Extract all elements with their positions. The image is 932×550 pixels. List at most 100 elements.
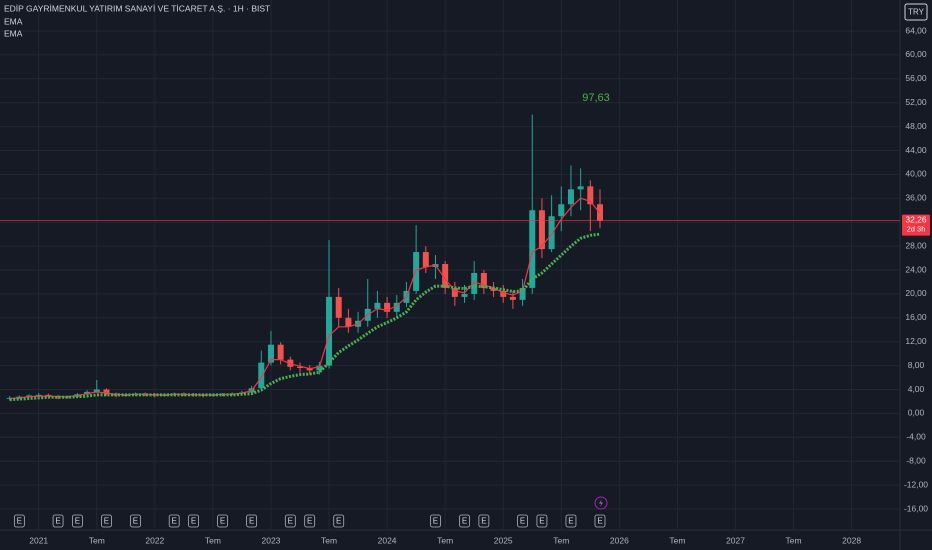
grid (0, 0, 900, 530)
event-marker (13, 514, 25, 528)
last-price-label: 32,26 (905, 214, 927, 224)
event-label: E (191, 517, 196, 526)
candle-body (267, 344, 274, 363)
event-label: E (288, 517, 293, 526)
candle-body (587, 186, 594, 205)
last-price-box (902, 214, 930, 236)
y-tick-label: 44,00 (905, 145, 927, 155)
currency-box[interactable] (904, 3, 928, 21)
candle-body (529, 210, 536, 288)
candle-body (422, 252, 429, 268)
candle-body (84, 391, 91, 395)
x-tick-label: 2026 (610, 535, 629, 545)
event-marker (246, 514, 258, 528)
annotation: 97,63 (582, 92, 610, 104)
event-marker (168, 514, 180, 528)
event-label: E (336, 517, 341, 526)
event-label: E (17, 517, 22, 526)
candle-body (316, 365, 323, 371)
event-label: E (249, 517, 254, 526)
x-tick-label: Tem (437, 535, 453, 545)
event-marker (130, 514, 141, 528)
event-label: E (55, 517, 60, 526)
candle-body (509, 296, 516, 300)
y-tick-label: 56,00 (905, 73, 927, 83)
candle-body (326, 296, 333, 366)
legend-entry: EMA (4, 28, 23, 38)
x-tick-label: Tem (669, 535, 685, 545)
countdown: 2d 3h (907, 225, 926, 234)
x-tick-label: 2027 (726, 535, 745, 545)
candle-body (258, 362, 265, 389)
event-label: E (568, 517, 573, 526)
candle-body (35, 394, 42, 396)
ema-line (9, 197, 601, 400)
candle-body (345, 317, 352, 327)
candle-body (538, 210, 545, 250)
event-label: E (597, 517, 602, 526)
event-marker (536, 514, 548, 528)
candle-body (103, 389, 110, 394)
event-label: E (462, 517, 467, 526)
candle-body (393, 302, 400, 312)
x-tick-label: Tem (89, 535, 105, 545)
event-marker (459, 514, 470, 528)
legend-entry: EMA (4, 16, 23, 26)
x-tick-label: 2028 (842, 535, 861, 545)
y-tick-label: -8,00 (906, 455, 926, 465)
event-marker (517, 514, 528, 528)
candle-body (519, 287, 526, 300)
candle-body (577, 186, 584, 190)
event-marker (430, 514, 441, 528)
candle-body (567, 189, 574, 205)
x-tick-label: Tem (553, 535, 569, 545)
y-tick-label: 4,00 (908, 384, 925, 394)
y-tick-label: 40,00 (905, 169, 927, 179)
event-label: E (481, 517, 486, 526)
x-tick-label: 2025 (494, 535, 513, 545)
ema-line (9, 232, 601, 402)
event-label: E (75, 517, 80, 526)
y-tick-label: -16,00 (904, 503, 928, 513)
event-label: E (433, 517, 438, 526)
candle-body (277, 344, 284, 360)
y-tick-label: 0,00 (908, 408, 925, 418)
currency[interactable]: TRY (908, 8, 925, 17)
event-marker (72, 514, 83, 528)
event-icon[interactable] (594, 496, 608, 510)
plot (0, 114, 900, 402)
y-tick-label: 20,00 (905, 288, 927, 298)
candle-body (45, 394, 52, 397)
event-marker (217, 514, 228, 528)
candle-body (451, 287, 458, 297)
candle-body (480, 272, 487, 288)
x-tick-label: 2022 (145, 535, 164, 545)
candle-body (442, 264, 449, 288)
candle-body (335, 296, 342, 318)
y-tick-label: 28,00 (905, 240, 927, 250)
event-label: E (172, 517, 177, 526)
candle-body (93, 389, 100, 392)
y-tick-label: 60,00 (905, 49, 927, 59)
x-tick-label: 2024 (378, 535, 397, 545)
x-tick-label: Tem (321, 535, 337, 545)
y-tick-label: 36,00 (905, 193, 927, 203)
event-label: E (133, 517, 138, 526)
candle-body (26, 395, 33, 397)
x-tick-label: 2021 (29, 535, 48, 545)
event-marker (101, 514, 112, 528)
y-tick-label: 24,00 (905, 264, 927, 274)
candle-body (384, 302, 391, 312)
event-marker (565, 514, 577, 528)
lightning-icon (599, 499, 603, 507)
y-tick-label: 52,00 (905, 97, 927, 107)
y-tick-label: 8,00 (908, 360, 925, 370)
y-tick-label: 64,00 (905, 25, 927, 35)
candle-body (297, 366, 303, 368)
candle-body (558, 204, 565, 217)
y-tick-label: 12,00 (905, 336, 927, 346)
x-tick-label: 2023 (262, 535, 281, 545)
candle-body (500, 290, 507, 297)
